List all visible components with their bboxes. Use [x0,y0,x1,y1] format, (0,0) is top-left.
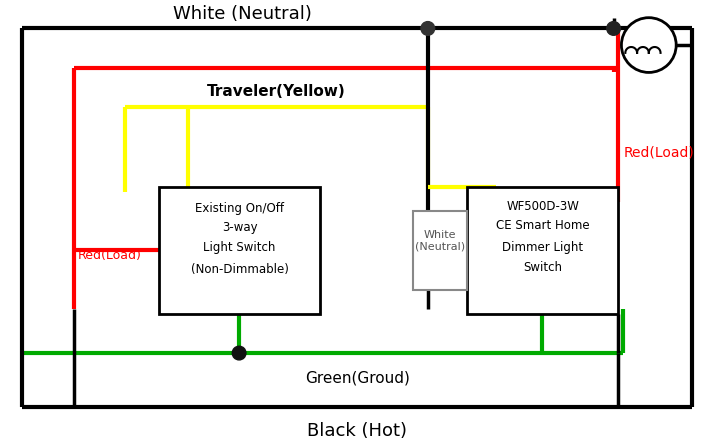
Text: White (Neutral): White (Neutral) [172,4,312,23]
Text: Red(Load): Red(Load) [623,145,694,160]
Text: Light Switch: Light Switch [203,241,276,254]
Text: Dimmer Light: Dimmer Light [502,241,583,254]
Circle shape [607,22,620,35]
Text: Traveler(Yellow): Traveler(Yellow) [207,84,345,99]
Text: WF500D-3W: WF500D-3W [506,200,579,213]
Text: Green(Groud): Green(Groud) [305,371,410,386]
Text: 3-way: 3-way [222,221,258,234]
Text: Existing On/Off: Existing On/Off [195,202,284,215]
FancyBboxPatch shape [467,187,618,314]
Text: Switch: Switch [523,260,562,274]
Circle shape [621,18,676,72]
Text: CE Smart Home: CE Smart Home [496,219,589,232]
Text: White
(Neutral): White (Neutral) [415,230,465,251]
Text: (Non-Dimmable): (Non-Dimmable) [191,263,289,276]
FancyBboxPatch shape [159,187,320,314]
Text: Red(Load): Red(Load) [78,249,141,262]
Text: Black (Hot): Black (Hot) [307,422,407,439]
Circle shape [232,346,246,360]
Circle shape [421,22,434,35]
FancyBboxPatch shape [413,211,467,290]
